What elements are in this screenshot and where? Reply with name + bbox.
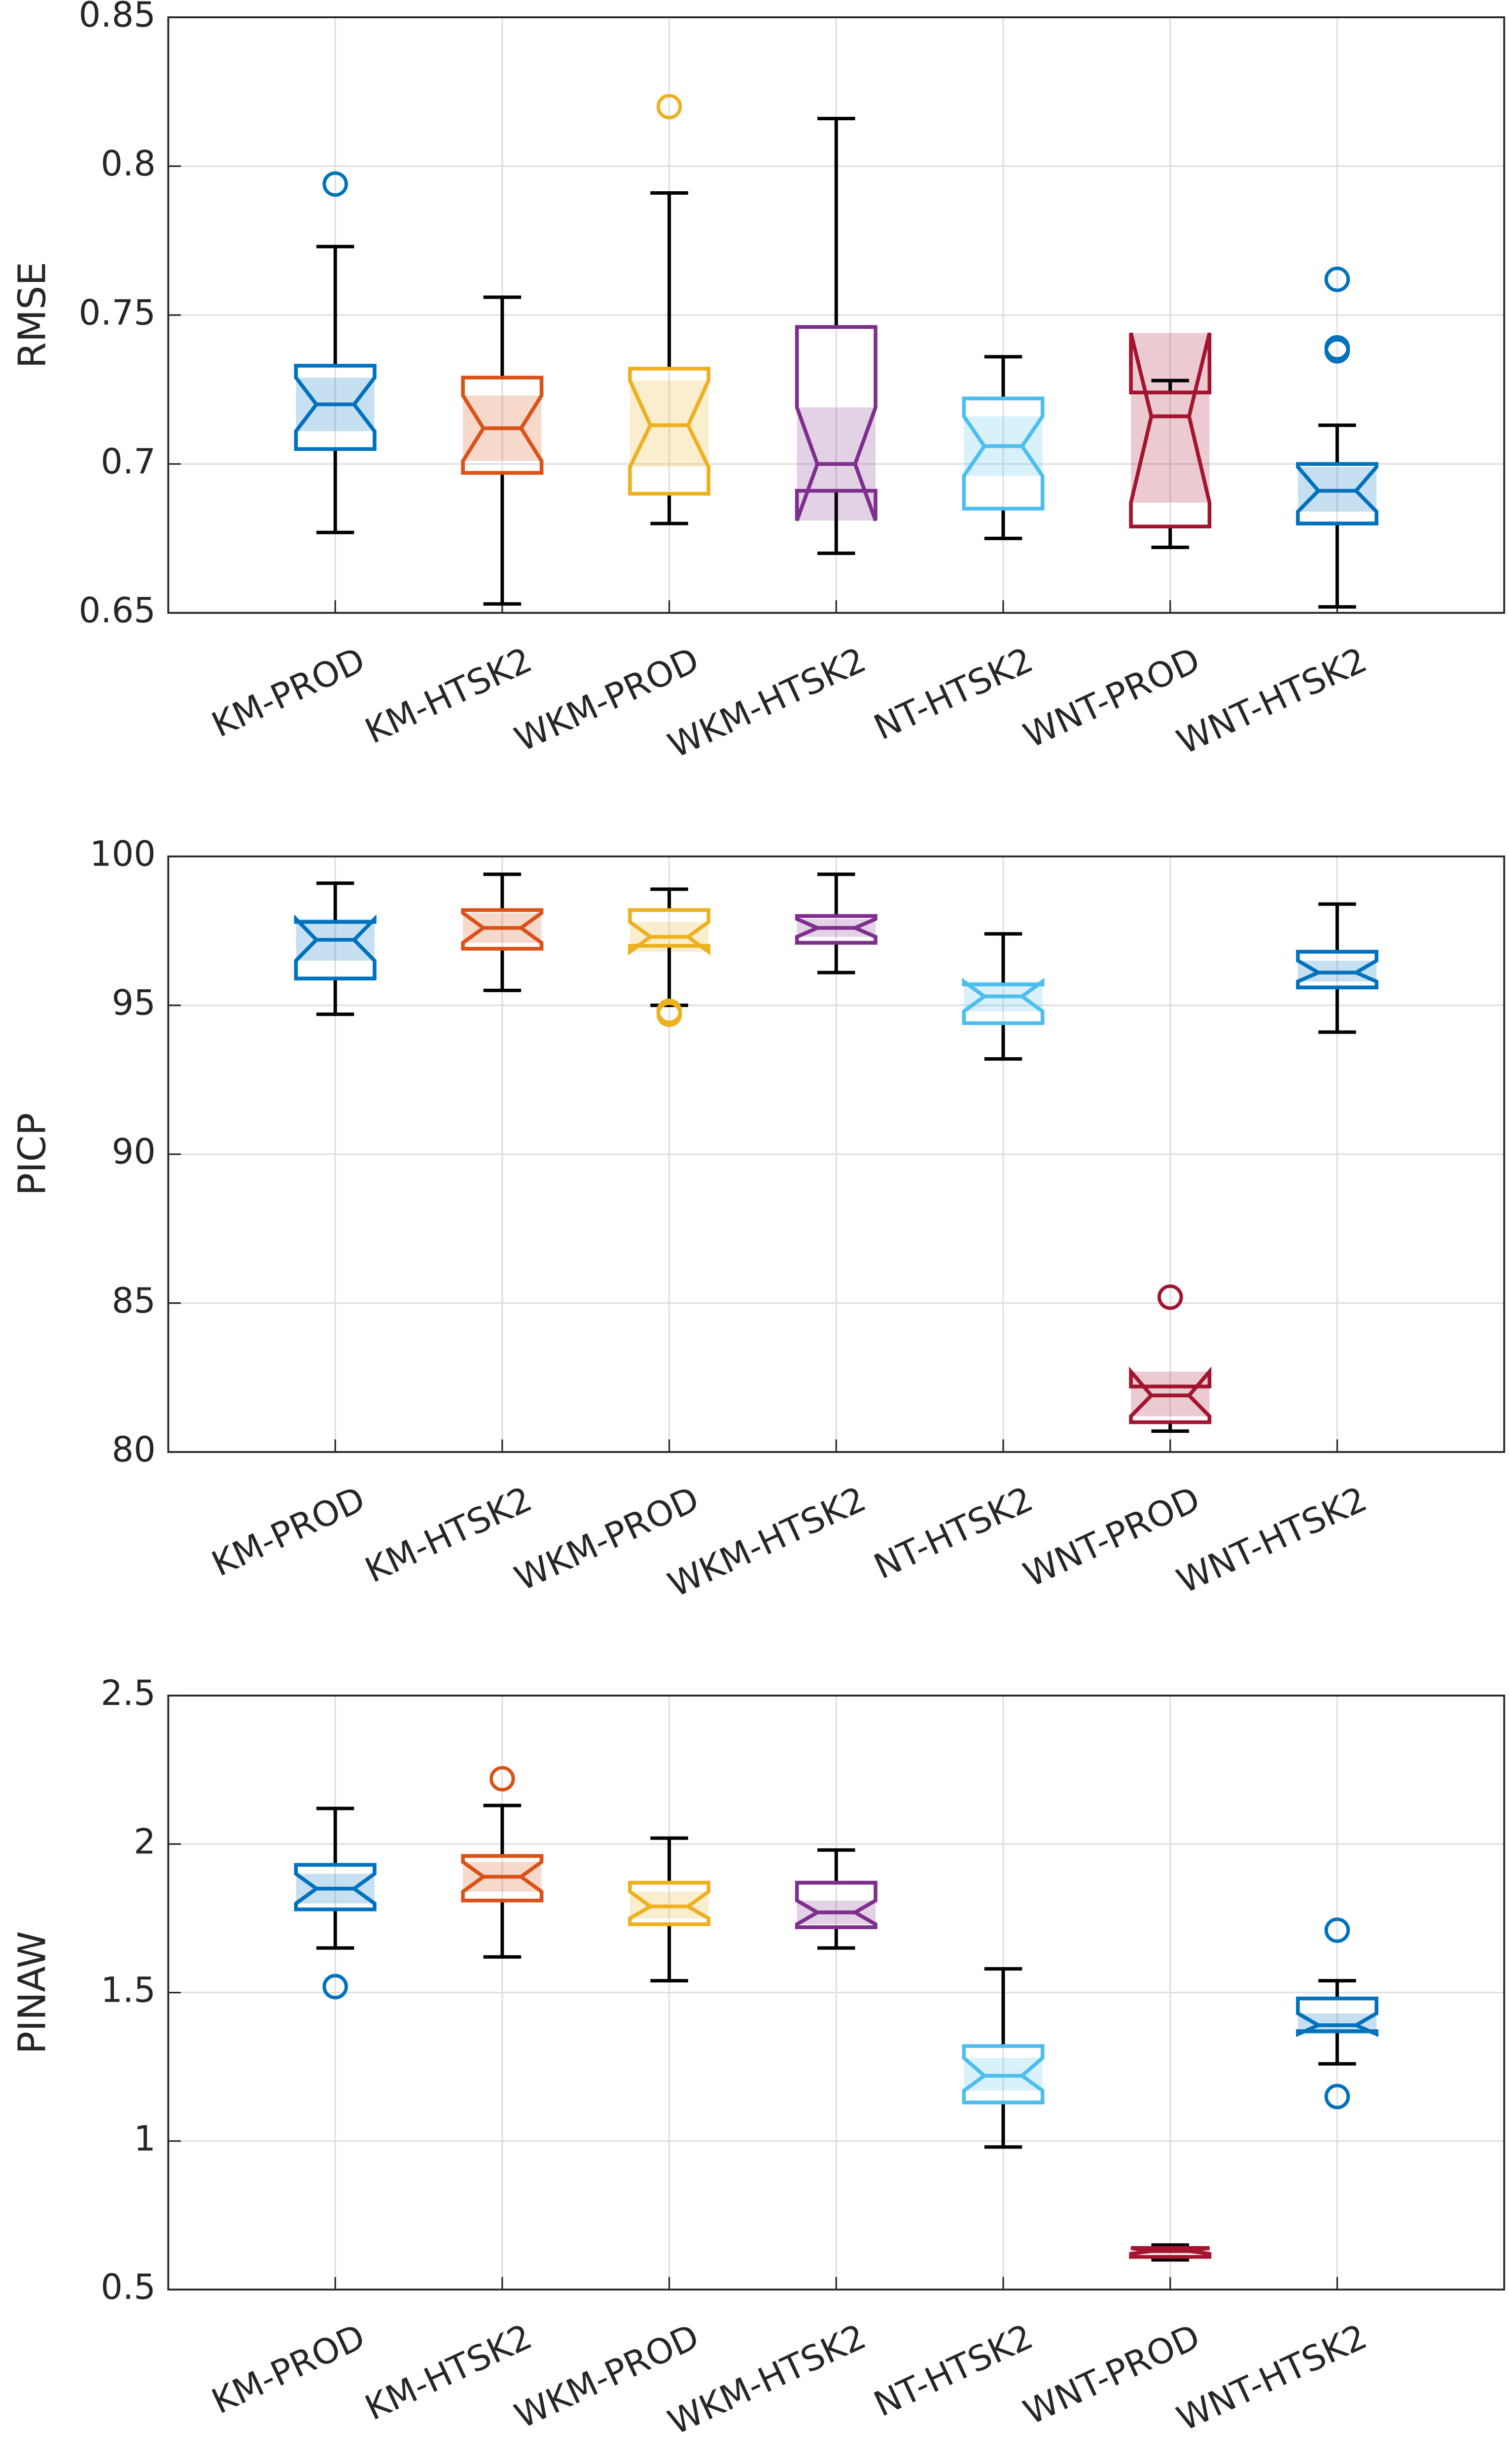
box (962, 977, 1045, 1025)
axes-frame (167, 16, 1506, 614)
box (628, 908, 711, 956)
box (795, 1880, 877, 1929)
x-tick-label: KM-PROD (206, 639, 371, 745)
box (628, 1880, 711, 1926)
y-tick-label: 0.75 (79, 292, 156, 333)
x-tick-label: WNT-HTSK2 (1171, 1479, 1373, 1601)
x-tick-label: KM-PROD (206, 2316, 371, 2422)
box (1296, 950, 1379, 990)
y-axis-label: PICP (10, 1113, 54, 1196)
y-axis-label: RMSE (10, 262, 54, 368)
x-tick-label: NT-HTSK2 (868, 639, 1039, 748)
box (628, 367, 711, 496)
outlier (1157, 1284, 1183, 1310)
y-tick-label: 0.65 (79, 590, 156, 630)
outlier (322, 1974, 348, 2000)
y-tick-label: 0.8 (101, 143, 156, 184)
outlier (322, 171, 348, 197)
y-tick-label: 0.5 (101, 2267, 156, 2307)
y-tick-label: 0.85 (79, 0, 156, 35)
box (461, 908, 544, 951)
y-axis-label: PINAW (10, 1931, 54, 2054)
y-tick-label: 85 (112, 1281, 156, 1321)
y-tick-label: 80 (112, 1429, 156, 1470)
box (795, 325, 877, 521)
outlier (1324, 1917, 1350, 1943)
x-tick-label: KM-PROD (206, 1479, 371, 1585)
box (294, 364, 377, 451)
box (1296, 1996, 1379, 2037)
x-tick-label: NT-HTSK2 (868, 2316, 1039, 2425)
outlier (656, 998, 682, 1024)
y-tick-label: 100 (90, 834, 156, 874)
y-tick-label: 1 (134, 2118, 156, 2159)
box (1296, 462, 1379, 525)
box (294, 1863, 377, 1911)
x-tick-label: WNT-HTSK2 (1171, 639, 1373, 762)
box (1129, 1366, 1212, 1424)
outlier (1324, 2083, 1350, 2110)
outlier (1324, 266, 1350, 292)
x-tick-label: KM-HTSK2 (359, 2316, 538, 2429)
outlier (489, 1766, 515, 1792)
box (461, 1854, 544, 1903)
box (1129, 2246, 1212, 2259)
y-tick-label: 0.7 (101, 441, 156, 482)
box (1129, 332, 1212, 528)
y-tick-label: 90 (112, 1132, 156, 1172)
y-tick-label: 1.5 (101, 1970, 156, 2011)
box (294, 914, 377, 981)
y-tick-label: 95 (112, 983, 156, 1023)
y-tick-label: 2 (134, 1821, 156, 1862)
x-tick-label: WNT-HTSK2 (1171, 2316, 1373, 2439)
x-tick-label: NT-HTSK2 (868, 1479, 1039, 1587)
x-tick-label: KM-HTSK2 (359, 639, 538, 752)
outlier (656, 94, 682, 120)
box (962, 2044, 1045, 2105)
box (962, 396, 1045, 511)
x-tick-label: KM-HTSK2 (359, 1479, 538, 1591)
axes-frame (167, 1695, 1506, 2291)
outlier (1324, 335, 1350, 361)
axes-frame (167, 855, 1506, 1453)
y-tick-label: 2.5 (101, 1673, 156, 1713)
box (461, 376, 544, 475)
box (795, 914, 877, 945)
